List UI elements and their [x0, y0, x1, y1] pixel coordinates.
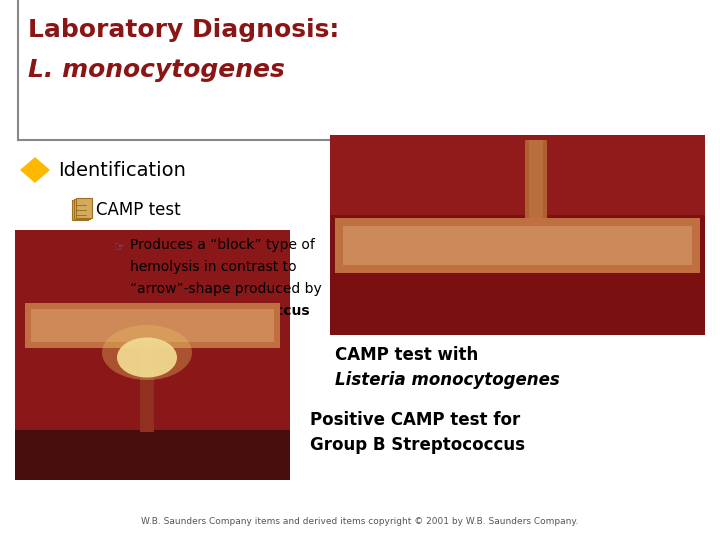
Text: Group B Streptococcus: Group B Streptococcus [310, 436, 525, 454]
Ellipse shape [117, 338, 177, 377]
Text: CAMP test with: CAMP test with [335, 346, 478, 364]
Text: Laboratory Diagnosis:: Laboratory Diagnosis: [28, 18, 339, 42]
Polygon shape [21, 158, 49, 182]
Text: Produces a “block” type of: Produces a “block” type of [130, 238, 315, 252]
Bar [529, 140, 544, 218]
Bar [330, 135, 705, 215]
Bar [25, 302, 280, 348]
Bar [74, 199, 90, 219]
Text: ☞: ☞ [114, 241, 125, 254]
Bar [31, 308, 274, 341]
Ellipse shape [102, 325, 192, 380]
Bar [15, 230, 290, 480]
Text: Positive CAMP test for: Positive CAMP test for [310, 411, 521, 429]
Bar [72, 200, 88, 220]
Bar [343, 226, 692, 265]
Bar [330, 135, 705, 335]
Polygon shape [15, 430, 290, 480]
Text: CAMP test: CAMP test [96, 201, 181, 219]
Text: Listeria monocytogenes: Listeria monocytogenes [335, 371, 559, 389]
Bar [526, 140, 547, 218]
Text: Group B Streptococcus: Group B Streptococcus [130, 304, 310, 318]
Text: Identification: Identification [58, 160, 186, 179]
Text: W.B. Saunders Company items and derived items copyright © 2001 by W.B. Saunders : W.B. Saunders Company items and derived … [141, 517, 579, 526]
Bar [335, 218, 700, 273]
Text: hemolysis in contrast to: hemolysis in contrast to [130, 260, 297, 274]
Bar [140, 348, 154, 432]
Bar [76, 198, 92, 218]
Text: “arrow”-shape produced by: “arrow”-shape produced by [130, 282, 322, 296]
Text: L. monocytogenes: L. monocytogenes [28, 58, 285, 82]
